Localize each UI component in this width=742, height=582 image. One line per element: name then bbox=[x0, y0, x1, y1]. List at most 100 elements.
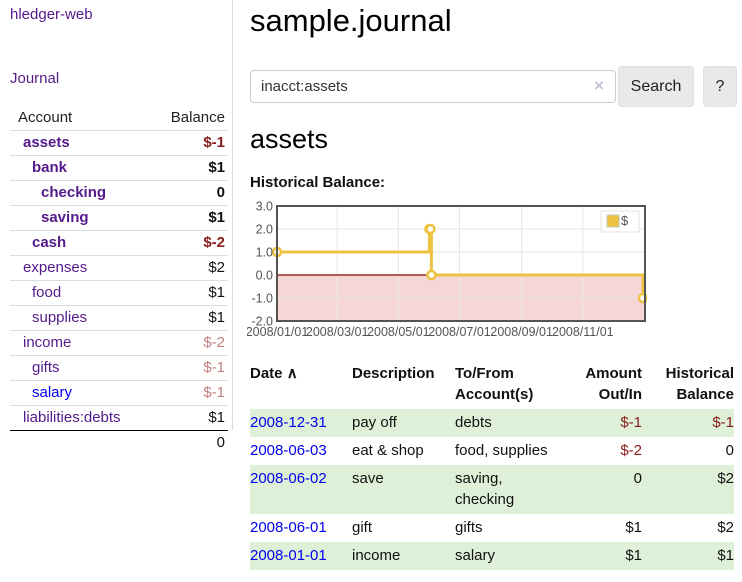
account-row: liabilities:debts $1 bbox=[10, 405, 228, 431]
sort-asc-icon[interactable]: ∧ bbox=[286, 365, 298, 382]
search-button[interactable]: Search bbox=[618, 66, 694, 107]
account-row: assets $-1 bbox=[10, 130, 228, 156]
transaction-date-link[interactable]: 2008-12-31 bbox=[250, 414, 327, 431]
accounts-table: Account Balance assets $-1 bank $1 checking 0… bbox=[10, 106, 228, 455]
account-link-liabilities:debts[interactable]: liabilities:debts bbox=[23, 409, 121, 426]
x-tick-label: 2008/03/01 bbox=[306, 325, 369, 339]
register-balance-cell: 0 bbox=[725, 442, 734, 459]
register-balance-cell: $2 bbox=[717, 519, 734, 536]
account-name-cell: salary bbox=[10, 380, 154, 406]
account-name-cell: income bbox=[10, 330, 154, 356]
account-name-cell: liabilities:debts bbox=[10, 405, 154, 431]
app-title-link[interactable]: hledger-web bbox=[10, 6, 93, 23]
account-balance: $-2 bbox=[153, 230, 228, 256]
accounts-header-row: Account Balance bbox=[10, 106, 228, 131]
register-header-description: Description bbox=[352, 365, 435, 382]
legend-label: $ bbox=[621, 213, 629, 228]
y-tick-label: 2.0 bbox=[256, 223, 273, 237]
account-name-cell: supplies bbox=[10, 305, 154, 331]
account-row: expenses $2 bbox=[10, 255, 228, 281]
account-link-food[interactable]: food bbox=[32, 284, 62, 301]
y-tick-label: 0.0 bbox=[256, 269, 273, 283]
account-row: salary $-1 bbox=[10, 380, 228, 406]
register-description-cell: pay off bbox=[352, 414, 397, 431]
account-balance: $1 bbox=[153, 205, 228, 231]
account-balance: $1 bbox=[153, 280, 228, 306]
account-link-expenses[interactable]: expenses bbox=[23, 259, 88, 276]
register-header-balance: Historical Balance bbox=[665, 365, 734, 403]
account-row: checking 0 bbox=[10, 180, 228, 206]
transaction-date-link[interactable]: 2008-06-01 bbox=[250, 519, 327, 536]
transaction-date-link[interactable]: 2008-06-03 bbox=[250, 442, 327, 459]
accounts-header-balance: Balance bbox=[153, 106, 228, 131]
sidebar: hledger-web Journal Account Balance asse… bbox=[0, 0, 232, 582]
account-balance: $-1 bbox=[153, 380, 228, 406]
register-header-row: Date ∧ Description To/From Account(s) Am… bbox=[250, 360, 734, 409]
account-name-cell: food bbox=[10, 280, 154, 306]
account-link-supplies[interactable]: supplies bbox=[32, 309, 88, 326]
register-header-amount: Amount Out/In bbox=[585, 365, 642, 403]
search-input[interactable] bbox=[250, 70, 616, 103]
register-date-cell: 2008-01-01 bbox=[250, 542, 352, 570]
accounts-total-value: 0 bbox=[216, 434, 225, 451]
account-name-cell: checking bbox=[10, 180, 154, 206]
account-link-assets[interactable]: assets bbox=[23, 134, 70, 151]
account-name-cell: bank bbox=[10, 155, 154, 181]
transaction-date-link[interactable]: 2008-01-01 bbox=[250, 547, 327, 564]
register-date-cell: 2008-12-31 bbox=[250, 409, 352, 437]
register-date-cell: 2008-06-02 bbox=[250, 465, 352, 514]
data-point-marker bbox=[425, 223, 436, 235]
main-content: sample.journal × Search ? assets Histori… bbox=[246, 0, 742, 582]
register-row: 2008-06-03 eat & shop food, supplies $-2 0 bbox=[250, 437, 734, 465]
register-description-cell: income bbox=[352, 547, 401, 564]
account-balance: $1 bbox=[153, 155, 228, 181]
account-balance: $-2 bbox=[153, 330, 228, 356]
account-balance: $-1 bbox=[153, 355, 228, 381]
y-tick-label: 1.0 bbox=[256, 246, 273, 260]
register-description-cell: save bbox=[352, 470, 384, 487]
legend-color-swatch bbox=[606, 214, 620, 228]
account-link-saving[interactable]: saving bbox=[41, 209, 89, 226]
account-name-cell: expenses bbox=[10, 255, 154, 281]
sidebar-divider bbox=[232, 0, 233, 430]
register-header-accounts: To/From Account(s) bbox=[455, 365, 534, 403]
account-link-gifts[interactable]: gifts bbox=[32, 359, 60, 376]
account-row: income $-2 bbox=[10, 330, 228, 356]
sidebar-item-journal[interactable]: Journal bbox=[10, 70, 60, 87]
account-row: saving $1 bbox=[10, 205, 228, 231]
register-balance-cell: $-1 bbox=[712, 414, 734, 431]
account-heading: assets bbox=[250, 124, 329, 154]
account-name-cell: saving bbox=[10, 205, 154, 231]
x-tick-label: 2008/09/01 bbox=[490, 325, 553, 339]
account-row: bank $1 bbox=[10, 155, 228, 181]
register-row: 2008-06-01 gift gifts $1 $2 bbox=[250, 514, 734, 542]
account-row: food $1 bbox=[10, 280, 228, 306]
register-table: Date ∧ Description To/From Account(s) Am… bbox=[250, 360, 734, 570]
clear-search-icon[interactable]: × bbox=[594, 76, 604, 95]
register-balance-cell: $1 bbox=[717, 547, 734, 564]
register-accounts-cell: food, supplies bbox=[455, 442, 548, 459]
register-date-cell: 2008-06-01 bbox=[250, 514, 352, 542]
account-link-salary[interactable]: salary bbox=[32, 384, 73, 401]
page-title: sample.journal bbox=[250, 3, 452, 38]
register-amount-cell: 0 bbox=[633, 470, 642, 487]
register-header-date[interactable]: Date ∧ bbox=[250, 365, 298, 382]
register-accounts-cell: saving, checking bbox=[455, 470, 515, 508]
register-accounts-cell: gifts bbox=[455, 519, 483, 536]
x-tick-label: 2008/05/01 bbox=[367, 325, 430, 339]
account-link-bank[interactable]: bank bbox=[32, 159, 68, 176]
register-amount-cell: $1 bbox=[625, 519, 642, 536]
account-link-checking[interactable]: checking bbox=[41, 184, 107, 201]
transaction-date-link[interactable]: 2008-06-02 bbox=[250, 470, 327, 487]
chart-svg: $3.0 2.0 1.0 0.0 -1.0 -2.02008/01/012008/03/0… bbox=[246, 200, 649, 339]
account-row: supplies $1 bbox=[10, 305, 228, 331]
register-balance-cell: $2 bbox=[717, 470, 734, 487]
help-button[interactable]: ? bbox=[703, 66, 737, 107]
register-row: 2008-01-01 income salary $1 $1 bbox=[250, 542, 734, 570]
register-row: 2008-12-31 pay off debts $-1 $-1 bbox=[250, 409, 734, 437]
x-tick-label: 2008/11/01 bbox=[552, 325, 614, 339]
account-link-income[interactable]: income bbox=[23, 334, 72, 351]
accounts-header-account: Account bbox=[10, 106, 154, 131]
account-link-cash[interactable]: cash bbox=[32, 234, 67, 251]
register-date-cell: 2008-06-03 bbox=[250, 437, 352, 465]
